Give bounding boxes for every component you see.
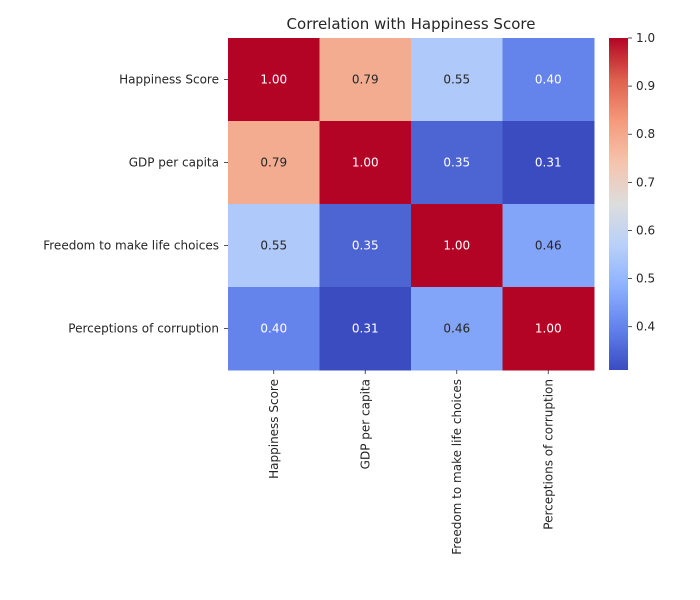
heatmap-cell xyxy=(319,287,412,371)
cell-value-label: 1.00 xyxy=(535,322,562,336)
cell-value-label: 1.00 xyxy=(260,73,287,87)
chart-title: Correlation with Happiness Score xyxy=(287,15,536,33)
heatmap-cell xyxy=(228,287,320,371)
cell-value-label: 0.79 xyxy=(352,73,379,87)
colorbar-ticks: 0.4 0.5 0.6 0.7 0.8 0.9 1.0 xyxy=(628,31,655,334)
row-labels: Happiness Score GDP per capita Freedom to … xyxy=(43,73,228,336)
heatmap-cell xyxy=(319,204,412,288)
cell-value-label: 1.00 xyxy=(443,239,470,253)
heatmap-cell xyxy=(319,38,412,122)
heatmap-cell xyxy=(502,287,595,371)
heatmap-cells: 1.00 0.79 0.55 0.40 0.79 1.00 0.35 0.31 0.55 0.35… xyxy=(228,38,595,371)
colorbar-tick-label: 0.9 xyxy=(636,79,655,93)
colorbar-tick-label: 0.7 xyxy=(636,175,655,189)
cell-value-label: 0.46 xyxy=(535,239,562,253)
cell-value-label: 0.31 xyxy=(352,322,379,336)
colorbar: 0.4 0.5 0.6 0.7 0.8 0.9 1.0 xyxy=(609,31,655,370)
cell-value-label: 0.35 xyxy=(443,156,470,170)
row-label: Perceptions of corruption xyxy=(68,322,219,336)
heatmap-cell xyxy=(502,121,595,205)
heatmap-cell xyxy=(319,121,412,205)
column-label: Perceptions of corruption xyxy=(541,379,555,530)
heatmap-cell xyxy=(502,204,595,288)
heatmap-cell xyxy=(228,204,320,288)
column-label: GDP per capita xyxy=(358,379,372,469)
cell-value-label: 1.00 xyxy=(352,156,379,170)
heatmap-cell xyxy=(411,38,503,122)
cell-value-label: 0.35 xyxy=(352,239,379,253)
heatmap-cell xyxy=(502,38,595,122)
cell-value-label: 0.40 xyxy=(260,322,287,336)
row-label: Freedom to make life choices xyxy=(43,239,219,253)
cell-value-label: 0.55 xyxy=(443,73,470,87)
cell-value-label: 0.55 xyxy=(260,239,287,253)
colorbar-tick-label: 0.4 xyxy=(636,320,655,334)
column-labels: Happiness Score GDP per capita Freedom to … xyxy=(267,370,555,555)
row-label: GDP per capita xyxy=(129,156,219,170)
cell-value-label: 0.40 xyxy=(535,73,562,87)
row-label: Happiness Score xyxy=(119,73,219,87)
colorbar-tick-label: 0.8 xyxy=(636,127,655,141)
heatmap-cell xyxy=(411,287,503,371)
colorbar-tick-label: 0.5 xyxy=(636,272,655,286)
cell-value-label: 0.79 xyxy=(260,156,287,170)
heatmap-cell xyxy=(228,38,320,122)
column-label: Happiness Score xyxy=(267,379,281,479)
heatmap-cell xyxy=(228,121,320,205)
cell-value-label: 0.46 xyxy=(443,322,470,336)
column-label: Freedom to make life choices xyxy=(450,379,464,555)
colorbar-gradient xyxy=(609,38,628,370)
heatmap-cell xyxy=(411,121,503,205)
cell-value-label: 0.31 xyxy=(535,156,562,170)
colorbar-tick-label: 1.0 xyxy=(636,31,655,45)
colorbar-tick-label: 0.6 xyxy=(636,223,655,237)
heatmap-cell xyxy=(411,204,503,288)
